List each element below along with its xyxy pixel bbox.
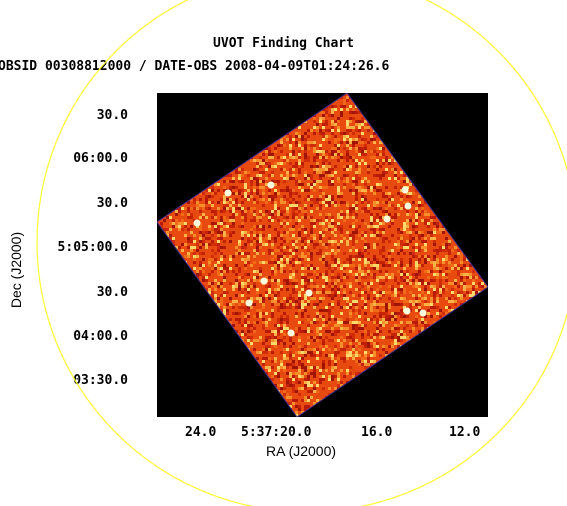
- y-tick-label: 30.0: [96, 285, 128, 300]
- y-tick-label: 06:00.0: [73, 151, 128, 166]
- x-tick-label: 5:37:20.0: [241, 425, 312, 440]
- x-tick-label: 24.0: [185, 425, 217, 440]
- y-tick-label: 03:30.0: [73, 373, 128, 388]
- x-axis-label: RA (J2000): [266, 443, 337, 459]
- y-tick-label: 30.0: [96, 108, 128, 123]
- chart-subtitle: OBSID 00308812000 / DATE-OBS 2008-04-09T…: [0, 59, 390, 74]
- sky-field: [157, 93, 488, 417]
- x-tick-label: 16.0: [361, 425, 393, 440]
- y-tick-label: 30.0: [96, 196, 128, 211]
- x-tick-label: 12.0: [449, 425, 481, 440]
- y-tick-label: 04:00.0: [73, 329, 128, 344]
- chart-title: UVOT Finding Chart: [213, 36, 354, 51]
- exposure-image: [157, 93, 488, 417]
- y-tick-label: 5:05:00.0: [57, 240, 128, 255]
